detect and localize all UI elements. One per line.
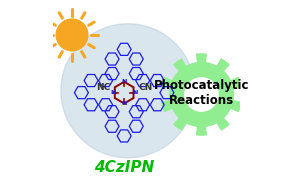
Text: N: N bbox=[122, 101, 127, 106]
Text: N: N bbox=[111, 90, 116, 95]
Circle shape bbox=[185, 78, 218, 111]
Text: Photocatalytic
Reactions: Photocatalytic Reactions bbox=[154, 79, 249, 107]
Polygon shape bbox=[162, 54, 241, 135]
Text: NC: NC bbox=[96, 83, 110, 92]
Text: 4CzIPN: 4CzIPN bbox=[94, 160, 154, 175]
Circle shape bbox=[56, 19, 88, 51]
Text: CN: CN bbox=[138, 83, 152, 92]
Text: N: N bbox=[122, 79, 127, 84]
Circle shape bbox=[61, 24, 195, 158]
Text: N: N bbox=[132, 90, 138, 95]
